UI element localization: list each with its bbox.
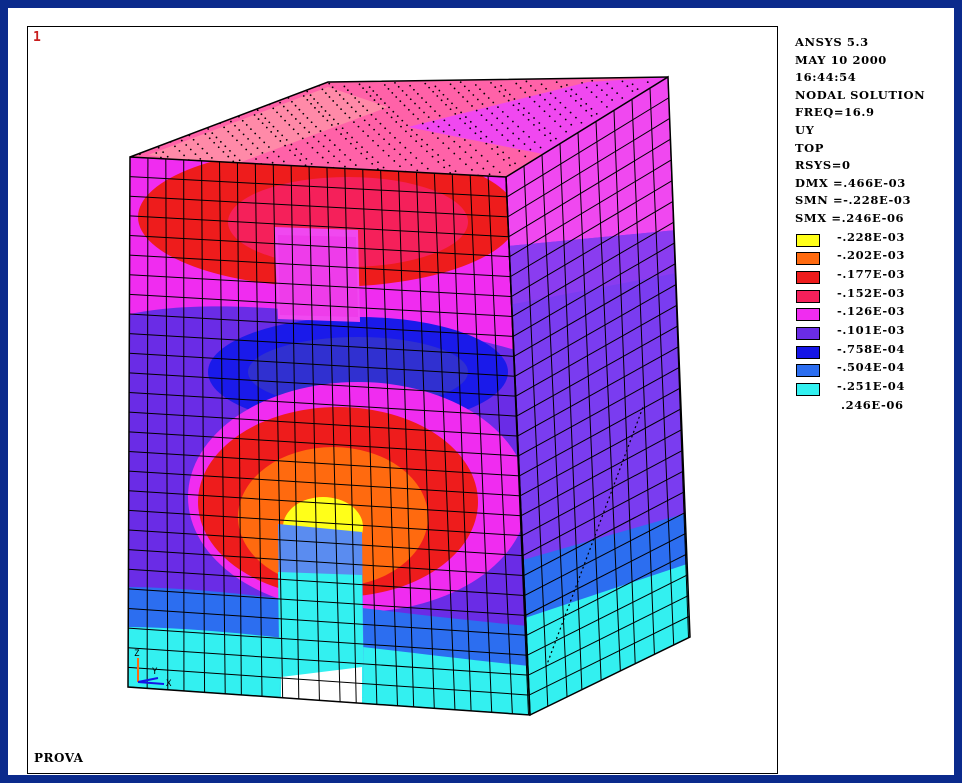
- info-line: NODAL SOLUTION: [795, 87, 926, 102]
- legend-swatch: [796, 383, 820, 397]
- legend-swatch: [796, 308, 820, 322]
- solution-info-panel: ANSYS 5.3 MAY 10 2000 16:44:54 NODAL SOLUTI…: [795, 34, 962, 414]
- legend-value: -.758E-04: [837, 341, 905, 356]
- legend-swatch: [796, 364, 820, 378]
- legend-value: -.152E-03: [837, 285, 905, 300]
- triad-x-label: X: [166, 679, 172, 689]
- legend-value: -.202E-03: [837, 248, 905, 263]
- legend-swatch: [796, 289, 820, 303]
- info-line: UY: [795, 122, 815, 137]
- triad-z-label: Z: [134, 649, 140, 659]
- info-lines: ANSYS 5.3 MAY 10 2000 16:44:54 NODAL SOLUTI…: [795, 34, 962, 228]
- side-face: [506, 77, 690, 715]
- legend-value: -.126E-03: [837, 304, 905, 319]
- legend-swatch: [796, 270, 820, 284]
- info-line: FREQ=16.9: [795, 105, 875, 120]
- info-line: DMX =.466E-03: [795, 175, 906, 190]
- legend-swatch: [796, 233, 820, 247]
- front-face: [128, 157, 530, 715]
- info-line: 16:44:54: [795, 70, 857, 85]
- triad-y-label: Y: [152, 667, 158, 677]
- legend-entry: -.126E-03: [795, 304, 962, 323]
- info-line: ANSYS 5.3: [795, 35, 869, 49]
- contour-legend: -.228E-03 -.202E-03 -.177E-03 -.152E-03 -.12…: [795, 230, 962, 398]
- legend-entry: -.504E-04: [795, 360, 962, 379]
- legend-entry: -.177E-03: [795, 267, 962, 286]
- info-line: SMN =-.228E-03: [795, 193, 912, 208]
- legend-value: -.228E-03: [837, 229, 905, 244]
- info-line: MAY 10 2000: [795, 52, 887, 67]
- model-title: PROVA: [34, 751, 84, 765]
- legend-entry: -.202E-03: [795, 248, 962, 267]
- legend-swatch: [796, 326, 820, 340]
- info-line: TOP: [795, 140, 825, 155]
- legend-max-label: .246E-06: [841, 397, 904, 412]
- legend-entry: -.152E-03: [795, 286, 962, 305]
- legend-swatch: [796, 252, 820, 266]
- legend-entry: -.758E-04: [795, 342, 962, 361]
- graphics-viewport[interactable]: 1: [27, 26, 778, 774]
- legend-entry: -.251E-04: [795, 379, 962, 398]
- legend-entry: -.101E-03: [795, 323, 962, 342]
- window-number: 1: [33, 30, 41, 45]
- top-face: [130, 77, 668, 177]
- coordinate-triad: Z Y X: [134, 649, 172, 689]
- ansys-graphics-frame: 1: [8, 8, 954, 775]
- info-line: RSYS=0: [795, 158, 851, 173]
- legend-value: -.101E-03: [837, 322, 905, 337]
- legend-swatch: [796, 345, 820, 359]
- legend-value: -.177E-03: [837, 266, 905, 281]
- fe-contour-model: Z Y X: [127, 75, 691, 717]
- legend-entry: -.228E-03: [795, 230, 962, 249]
- legend-value: -.251E-04: [837, 379, 905, 394]
- info-line: SMX =.246E-06: [795, 210, 905, 225]
- legend-value: -.504E-04: [837, 360, 905, 375]
